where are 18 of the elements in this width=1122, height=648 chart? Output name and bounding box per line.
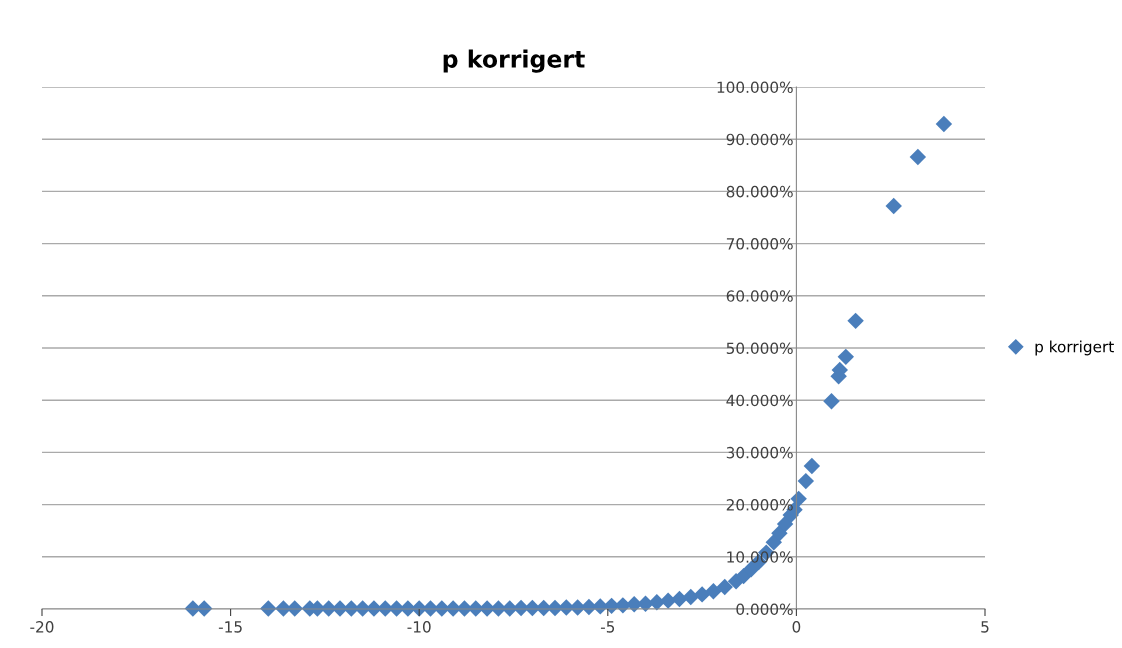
y-tick-label: 100.000% <box>717 81 793 94</box>
x-tick-label: -5 <box>600 621 615 633</box>
legend-label: p korrigert <box>1035 340 1114 356</box>
x-tick-label: -10 <box>407 621 431 633</box>
y-tick-label: 30.000% <box>726 446 793 459</box>
y-tick-label: 90.000% <box>726 133 793 146</box>
x-tick-label: 5 <box>981 621 989 633</box>
x-tick-label: -15 <box>218 621 242 633</box>
y-tick-label: 50.000% <box>726 342 793 355</box>
y-tick-label: 0.000% <box>736 603 793 616</box>
chart-title: p korrigert <box>443 49 585 73</box>
x-tick-label: 0 <box>792 621 801 633</box>
y-tick-label: 70.000% <box>726 238 793 250</box>
y-tick-label: 80.000% <box>726 185 793 198</box>
x-tick-label: -20 <box>30 621 54 633</box>
y-tick-label: 40.000% <box>726 394 793 407</box>
y-tick-label: 20.000% <box>726 499 793 511</box>
y-tick-label: 60.000% <box>726 290 793 302</box>
